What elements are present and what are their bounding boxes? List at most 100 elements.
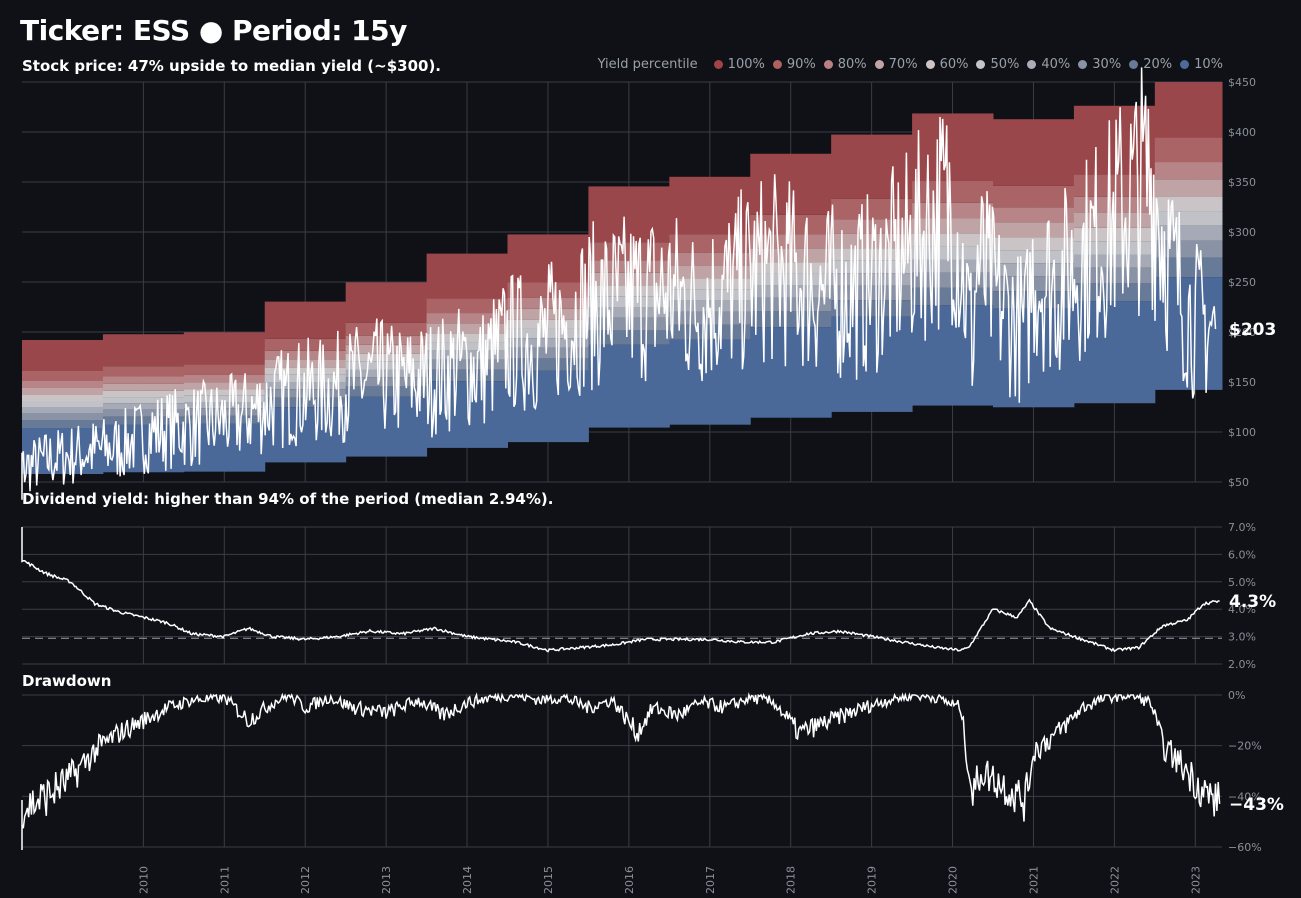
percentile-band — [345, 282, 428, 323]
percentile-band — [993, 119, 1075, 186]
percentile-band — [831, 134, 913, 199]
percentile-band — [22, 420, 104, 428]
percentile-band — [22, 395, 104, 401]
legend-item: 80% — [823, 57, 867, 72]
percentile-band — [588, 186, 670, 243]
percentile-band — [507, 347, 589, 359]
percentile-band — [993, 207, 1075, 223]
percentile-band — [507, 370, 589, 443]
percentile-band — [750, 311, 832, 328]
percentile-band — [1154, 211, 1223, 226]
percentile-band — [912, 181, 994, 203]
y-tick-label: −60% — [1228, 841, 1262, 854]
percentile-band — [183, 423, 266, 472]
percentile-band — [507, 328, 589, 339]
percentile-band — [912, 113, 994, 182]
legend-label: 100% — [727, 57, 765, 72]
percentile-band — [750, 327, 832, 418]
percentile-band — [426, 298, 509, 314]
percentile-band — [102, 390, 185, 398]
legend-label: 10% — [1194, 57, 1223, 72]
legend-label: 90% — [786, 57, 816, 72]
legend-item: 40% — [1027, 57, 1070, 72]
legend-label: 60% — [939, 57, 969, 72]
percentile-band — [588, 344, 670, 428]
legend-item: 50% — [976, 57, 1019, 72]
percentile-band — [102, 366, 185, 377]
drawdown-last-value-label: −43% — [1229, 795, 1284, 815]
percentile-band — [426, 323, 509, 334]
percentile-band — [183, 332, 266, 365]
percentile-band — [102, 334, 185, 367]
y-tick-label: 4.0% — [1228, 603, 1256, 616]
x-tick-label: 2019 — [866, 866, 879, 894]
percentile-band — [102, 403, 185, 410]
legend-swatch — [874, 60, 884, 69]
legend-title: Yield percentile — [597, 57, 698, 72]
chart-title: Ticker: ESS ● Period: 15y — [20, 14, 407, 47]
legend-swatch — [1078, 60, 1088, 69]
percentile-band — [345, 344, 428, 354]
percentile-band — [264, 338, 347, 351]
yield-percentile-legend: Yield percentile 100% 90% 80% 70% 60% 50… — [598, 57, 1223, 72]
legend-swatch — [925, 60, 935, 69]
percentile-band — [669, 300, 751, 312]
percentile-band — [588, 242, 670, 261]
yield-subtitle: Dividend yield: higher than 94% of the p… — [22, 490, 554, 508]
percentile-band — [264, 359, 347, 368]
legend-label: 40% — [1041, 57, 1071, 72]
percentile-band — [1073, 174, 1156, 197]
y-tick-label: 0% — [1228, 689, 1245, 702]
percentile-band — [102, 409, 185, 417]
percentile-band — [1154, 137, 1223, 163]
percentile-band — [993, 237, 1075, 251]
percentile-band — [102, 397, 185, 404]
dividend_yield-line — [21, 527, 1220, 653]
legend-label: 80% — [837, 57, 867, 72]
percentile-band — [426, 342, 509, 351]
percentile-band — [426, 253, 509, 299]
percentile-band — [22, 413, 104, 420]
percentile-band — [183, 395, 266, 402]
percentile-band — [750, 153, 832, 215]
x-tick-label: 2014 — [461, 866, 474, 894]
x-tick-label: 2018 — [785, 866, 798, 894]
legend-label: 70% — [888, 57, 918, 72]
y-tick-label: $400 — [1228, 126, 1256, 139]
percentile-band — [102, 383, 185, 391]
percentile-band — [993, 222, 1075, 238]
percentile-band — [669, 289, 751, 301]
percentile-band — [183, 374, 266, 383]
y-tick-label: $350 — [1228, 176, 1256, 189]
percentile-band — [1154, 162, 1223, 180]
legend-swatch — [823, 60, 833, 69]
percentile-band — [264, 350, 347, 360]
legend-item: 10% — [1180, 57, 1223, 72]
legend-swatch — [1180, 60, 1190, 69]
percentile-band — [993, 185, 1075, 208]
percentile-band — [22, 401, 104, 407]
x-tick-label: 2021 — [1027, 866, 1040, 894]
percentile-band — [1154, 196, 1223, 212]
percentile-band — [102, 376, 185, 384]
percentile-band — [426, 333, 509, 343]
x-tick-label: 2020 — [947, 866, 960, 894]
price-line — [21, 67, 1217, 500]
y-tick-label: 2.0% — [1228, 658, 1256, 671]
percentile-band — [102, 416, 185, 425]
x-tick-label: 2010 — [137, 866, 150, 894]
percentile-band — [183, 389, 266, 396]
percentile-band — [264, 301, 347, 339]
legend-swatch — [713, 60, 723, 69]
legend-swatch — [1027, 60, 1037, 69]
percentile-band — [750, 214, 832, 235]
percentile-band — [1154, 225, 1223, 241]
percentile-band — [22, 381, 104, 388]
x-tick-label: 2013 — [380, 866, 393, 894]
y-tick-label: 6.0% — [1228, 548, 1256, 561]
dividend_yield-last-value-label: 4.3% — [1229, 592, 1276, 612]
percentile-band — [426, 313, 509, 324]
y-tick-label: 5.0% — [1228, 576, 1256, 589]
y-tick-label: 7.0% — [1228, 521, 1256, 534]
percentile-band — [183, 364, 266, 375]
